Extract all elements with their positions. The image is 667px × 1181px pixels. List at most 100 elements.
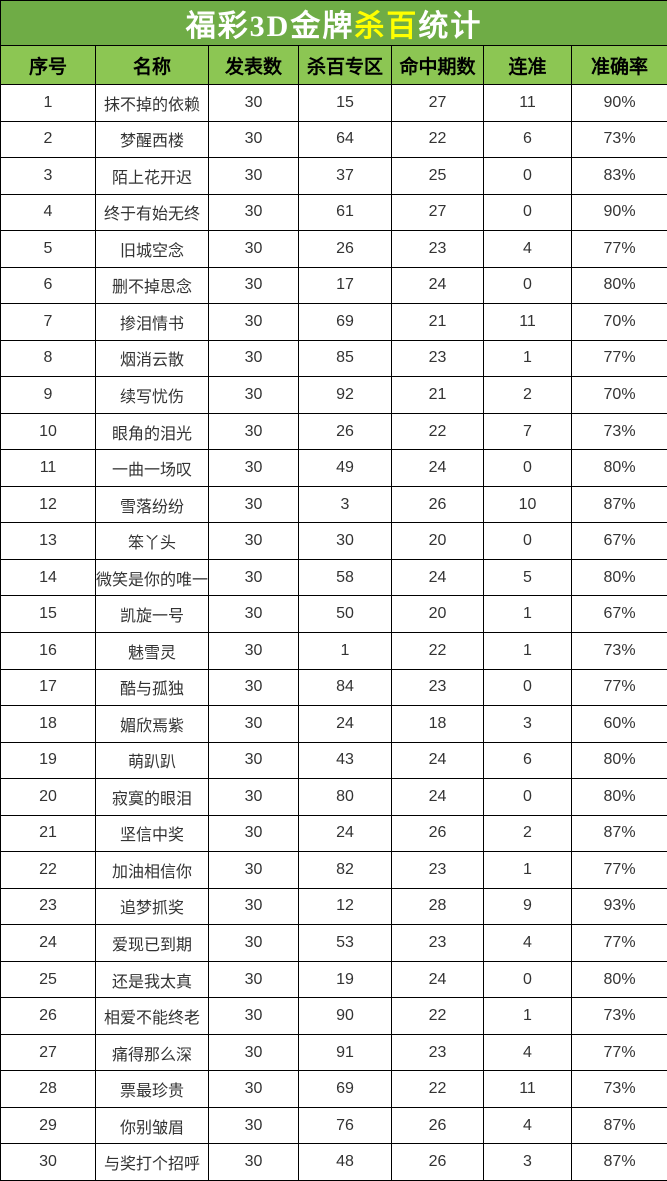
cell-name: 烟消云散: [95, 339, 209, 378]
cell-accuracy: 87%: [570, 485, 667, 524]
cell-published: 30: [208, 960, 299, 999]
table-row: 30 与奖打个招呼 30 48 26 3 87%: [0, 1143, 667, 1181]
cell-hit-periods: 23: [391, 668, 484, 707]
cell-index: 24: [0, 924, 96, 962]
cell-streak: 6: [483, 120, 572, 159]
cell-streak: 3: [483, 1143, 572, 1181]
cell-accuracy: 73%: [570, 412, 667, 451]
cell-streak: 1: [483, 631, 572, 670]
cell-published: 30: [208, 668, 299, 707]
cell-kill-zone: 24: [298, 814, 392, 853]
table-row: 28 票最珍贵 30 69 22 11 73%: [0, 1070, 667, 1108]
cell-index: 2: [0, 120, 96, 159]
cell-kill-zone: 76: [298, 1106, 392, 1145]
cell-accuracy: 77%: [570, 230, 667, 268]
cell-index: 1: [0, 84, 96, 122]
cell-hit-periods: 22: [391, 631, 484, 670]
cell-index: 9: [0, 376, 96, 414]
cell-name: 萌趴趴: [95, 741, 209, 780]
table-row: 1 抹不掉的依赖 30 15 27 11 90%: [0, 84, 667, 122]
cell-name: 媚欣焉紫: [95, 705, 209, 743]
cell-name: 微笑是你的唯一: [95, 558, 209, 597]
cell-published: 30: [208, 814, 299, 853]
cell-kill-zone: 69: [298, 303, 392, 341]
cell-accuracy: 80%: [570, 741, 667, 780]
cell-accuracy: 60%: [570, 705, 667, 743]
table-row: 16 魅雪灵 30 1 22 1 73%: [0, 631, 667, 670]
cell-kill-zone: 37: [298, 157, 392, 195]
cell-published: 30: [208, 887, 299, 926]
cell-index: 7: [0, 303, 96, 341]
cell-kill-zone: 30: [298, 522, 392, 560]
cell-name: 终于有始无终: [95, 193, 209, 232]
cell-streak: 5: [483, 558, 572, 597]
cell-published: 30: [208, 193, 299, 232]
cell-hit-periods: 23: [391, 924, 484, 962]
table-row: 9 续写忧伤 30 92 21 2 70%: [0, 376, 667, 414]
cell-hit-periods: 26: [391, 1143, 484, 1181]
cell-streak: 4: [483, 1033, 572, 1072]
cell-hit-periods: 22: [391, 120, 484, 159]
col-header-streak: 连准: [483, 45, 572, 85]
cell-accuracy: 93%: [570, 887, 667, 926]
cell-accuracy: 80%: [570, 960, 667, 999]
cell-published: 30: [208, 485, 299, 524]
table-row: 15 凯旋一号 30 50 20 1 67%: [0, 595, 667, 633]
cell-name: 删不掉思念: [95, 266, 209, 305]
cell-name: 还是我太真: [95, 960, 209, 999]
cell-published: 30: [208, 997, 299, 1035]
cell-published: 30: [208, 157, 299, 195]
cell-name: 爱现已到期: [95, 924, 209, 962]
cell-index: 14: [0, 558, 96, 597]
table-row: 25 还是我太真 30 19 24 0 80%: [0, 960, 667, 999]
cell-accuracy: 73%: [570, 631, 667, 670]
cell-accuracy: 87%: [570, 814, 667, 853]
cell-index: 15: [0, 595, 96, 633]
table-body: 1 抹不掉的依赖 30 15 27 11 90% 2 梦醒西楼 30 64 22 6 73% 3 陌上花开迟 3…: [0, 84, 667, 1181]
cell-published: 30: [208, 558, 299, 597]
cell-index: 16: [0, 631, 96, 670]
col-header-name: 名称: [95, 45, 209, 85]
cell-streak: 1: [483, 997, 572, 1035]
cell-accuracy: 73%: [570, 1070, 667, 1108]
table-row: 22 加油相信你 30 82 23 1 77%: [0, 851, 667, 889]
table-row: 8 烟消云散 30 85 23 1 77%: [0, 339, 667, 378]
cell-streak: 0: [483, 778, 572, 816]
cell-hit-periods: 24: [391, 741, 484, 780]
table-row: 2 梦醒西楼 30 64 22 6 73%: [0, 120, 667, 159]
cell-kill-zone: 69: [298, 1070, 392, 1108]
table-row: 23 追梦抓奖 30 12 28 9 93%: [0, 887, 667, 926]
cell-published: 30: [208, 303, 299, 341]
cell-hit-periods: 27: [391, 193, 484, 232]
cell-accuracy: 80%: [570, 778, 667, 816]
cell-published: 30: [208, 924, 299, 962]
table-row: 27 痛得那么深 30 91 23 4 77%: [0, 1033, 667, 1072]
table-row: 13 笨丫头 30 30 20 0 67%: [0, 522, 667, 560]
title-suffix: 统计: [418, 10, 483, 43]
cell-kill-zone: 91: [298, 1033, 392, 1072]
cell-accuracy: 80%: [570, 558, 667, 597]
col-header-accuracy: 准确率: [570, 45, 667, 85]
cell-published: 30: [208, 84, 299, 122]
cell-hit-periods: 23: [391, 230, 484, 268]
page-title: 福彩3D金牌杀百统计: [0, 0, 667, 46]
cell-accuracy: 83%: [570, 157, 667, 195]
cell-kill-zone: 24: [298, 705, 392, 743]
cell-hit-periods: 24: [391, 778, 484, 816]
header-row: 序号 名称 发表数 杀百专区 命中期数 连准 准确率: [0, 45, 667, 85]
cell-streak: 7: [483, 412, 572, 451]
cell-kill-zone: 64: [298, 120, 392, 159]
cell-published: 30: [208, 741, 299, 780]
cell-hit-periods: 28: [391, 887, 484, 926]
table-row: 14 微笑是你的唯一 30 58 24 5 80%: [0, 558, 667, 597]
cell-kill-zone: 85: [298, 339, 392, 378]
cell-kill-zone: 1: [298, 631, 392, 670]
cell-index: 21: [0, 814, 96, 853]
cell-accuracy: 77%: [570, 924, 667, 962]
cell-name: 坚信中奖: [95, 814, 209, 853]
cell-published: 30: [208, 339, 299, 378]
cell-published: 30: [208, 595, 299, 633]
cell-kill-zone: 12: [298, 887, 392, 926]
